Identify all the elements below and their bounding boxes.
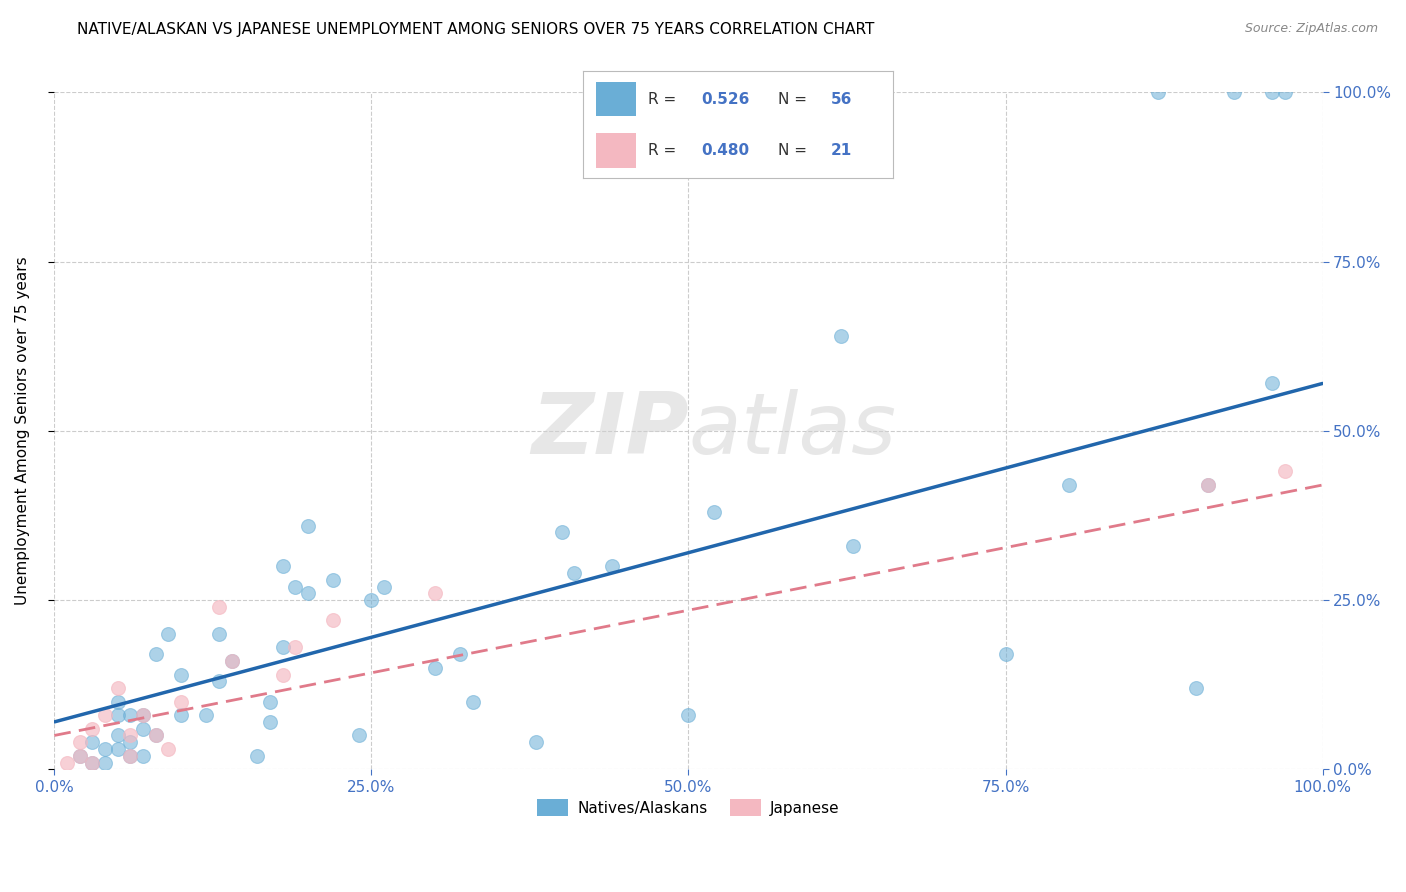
Point	[271, 640, 294, 655]
Point	[830, 329, 852, 343]
Point	[120, 708, 142, 723]
Point	[423, 586, 446, 600]
Point	[449, 647, 471, 661]
Point	[297, 586, 319, 600]
Point	[132, 748, 155, 763]
Point	[524, 735, 547, 749]
Point	[259, 695, 281, 709]
Text: ZIP: ZIP	[531, 389, 689, 473]
Point	[132, 722, 155, 736]
Point	[678, 708, 700, 723]
Point	[56, 756, 79, 770]
Point	[562, 566, 585, 580]
Point	[107, 742, 129, 756]
Point	[703, 505, 725, 519]
Text: R =: R =	[648, 92, 682, 107]
Text: N =: N =	[779, 143, 813, 158]
Point	[246, 748, 269, 763]
Point	[322, 613, 344, 627]
Point	[120, 748, 142, 763]
Point	[1223, 86, 1246, 100]
Point	[170, 667, 193, 681]
Point	[208, 674, 231, 689]
Point	[221, 654, 243, 668]
Point	[82, 722, 104, 736]
Point	[195, 708, 218, 723]
Text: 0.480: 0.480	[702, 143, 749, 158]
Point	[157, 742, 180, 756]
Point	[994, 647, 1017, 661]
Text: NATIVE/ALASKAN VS JAPANESE UNEMPLOYMENT AMONG SENIORS OVER 75 YEARS CORRELATION : NATIVE/ALASKAN VS JAPANESE UNEMPLOYMENT …	[77, 22, 875, 37]
Point	[107, 695, 129, 709]
Text: 0.526: 0.526	[702, 92, 749, 107]
Text: R =: R =	[648, 143, 682, 158]
Point	[120, 735, 142, 749]
Point	[347, 729, 370, 743]
Point	[271, 667, 294, 681]
Point	[82, 756, 104, 770]
Point	[107, 681, 129, 695]
Text: atlas: atlas	[689, 389, 897, 473]
Point	[107, 708, 129, 723]
Point	[170, 695, 193, 709]
Point	[1057, 478, 1080, 492]
Point	[94, 708, 117, 723]
Bar	[596, 82, 636, 116]
Point	[602, 559, 624, 574]
Point	[1261, 86, 1284, 100]
Point	[1146, 86, 1168, 100]
Point	[1184, 681, 1206, 695]
Point	[1274, 86, 1296, 100]
Point	[94, 756, 117, 770]
Text: 21: 21	[831, 143, 852, 158]
Point	[132, 708, 155, 723]
Point	[107, 729, 129, 743]
Point	[69, 748, 91, 763]
Point	[120, 729, 142, 743]
Point	[69, 735, 91, 749]
Point	[1197, 478, 1219, 492]
Point	[271, 559, 294, 574]
Point	[132, 708, 155, 723]
Point	[842, 539, 865, 553]
Legend: Natives/Alaskans, Japanese: Natives/Alaskans, Japanese	[531, 793, 845, 822]
Point	[373, 580, 395, 594]
Point	[94, 742, 117, 756]
Point	[208, 627, 231, 641]
Point	[1197, 478, 1219, 492]
Point	[284, 580, 307, 594]
Text: Source: ZipAtlas.com: Source: ZipAtlas.com	[1244, 22, 1378, 36]
Point	[1274, 465, 1296, 479]
Text: N =: N =	[779, 92, 813, 107]
Point	[550, 525, 572, 540]
Bar	[596, 134, 636, 168]
Point	[221, 654, 243, 668]
Point	[145, 729, 167, 743]
Point	[120, 748, 142, 763]
Point	[284, 640, 307, 655]
Point	[69, 748, 91, 763]
Point	[1261, 376, 1284, 391]
Point	[208, 599, 231, 614]
Point	[82, 756, 104, 770]
Point	[145, 647, 167, 661]
Point	[145, 729, 167, 743]
Point	[423, 661, 446, 675]
Y-axis label: Unemployment Among Seniors over 75 years: Unemployment Among Seniors over 75 years	[15, 257, 30, 605]
Point	[170, 708, 193, 723]
Point	[297, 518, 319, 533]
Text: 56: 56	[831, 92, 852, 107]
Point	[259, 714, 281, 729]
Point	[461, 695, 484, 709]
Point	[360, 593, 382, 607]
Point	[157, 627, 180, 641]
Point	[82, 735, 104, 749]
Point	[322, 573, 344, 587]
